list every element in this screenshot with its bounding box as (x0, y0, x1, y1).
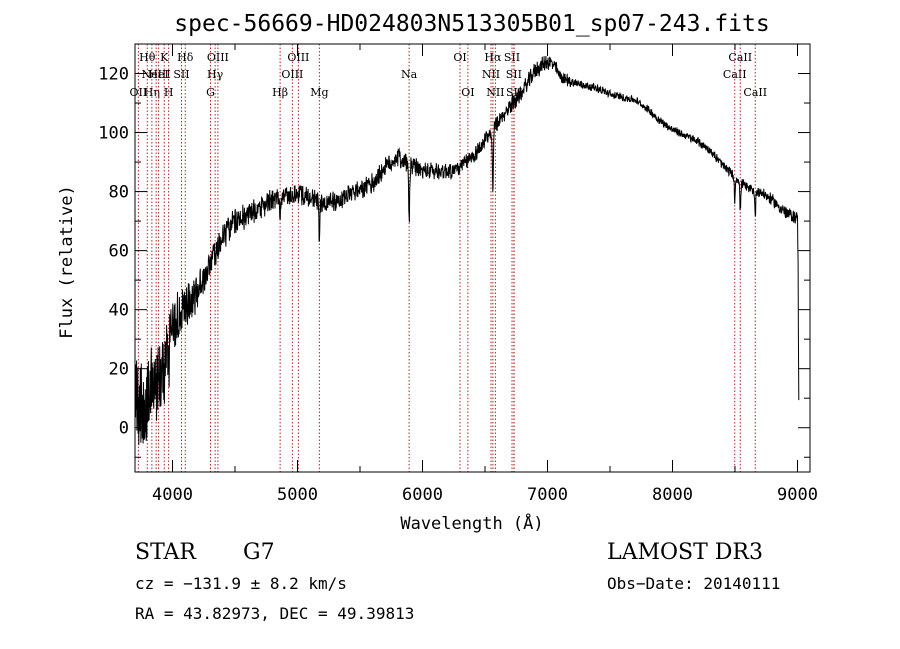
line-marker-label: OIII (281, 68, 303, 81)
x-tick-label: 9000 (777, 485, 818, 505)
line-marker-label: Na (401, 68, 418, 81)
y-tick-label: 40 (109, 301, 129, 321)
line-marker-label: CaII (728, 51, 752, 64)
line-marker-label: Hα (484, 51, 502, 64)
redshift-velocity: cz = −131.9 ± 8.2 km/s (135, 574, 347, 593)
line-marker-label: OI (461, 86, 474, 99)
line-marker-label: H (164, 86, 174, 99)
line-marker-label: CaII (743, 86, 767, 99)
line-marker-label: CaII (723, 68, 747, 81)
x-tick-label: 4000 (152, 485, 193, 505)
spectrum-line (134, 55, 800, 445)
x-tick-label: 7000 (527, 485, 568, 505)
line-marker-label: OI (453, 51, 466, 64)
line-marker-label: Hδ (177, 51, 194, 64)
line-marker-label: SII (506, 68, 522, 81)
spectrum-series (134, 55, 800, 445)
observation-date: Obs−Date: 20140111 (607, 574, 781, 593)
line-marker-label: SII (173, 68, 189, 81)
chart-title: spec-56669-HD024803N513305B01_sp07-243.f… (174, 11, 769, 37)
line-marker-label: NeIII (142, 68, 171, 81)
survey-name: LAMOST DR3 (607, 540, 763, 565)
axes: 4000 5000 6000 7000 8000 9000 0 20 40 60 80 100 120 (98, 44, 818, 505)
line-marker-label: Hθ (139, 51, 156, 64)
line-marker-label: HeI (148, 68, 168, 81)
line-marker-label: OII (130, 86, 148, 99)
line-marker-label: OIII (207, 51, 229, 64)
y-tick-label: 20 (109, 360, 129, 380)
x-tick-label: 8000 (652, 485, 693, 505)
line-marker-label: SII (504, 51, 520, 64)
line-marker-label: Mg (310, 86, 328, 99)
plot-frame (134, 43, 811, 473)
line-marker-label: Hβ (272, 86, 288, 99)
subclass: G7 (243, 540, 275, 565)
y-axis-label: Flux (relative) (57, 185, 77, 339)
y-tick-label: 80 (109, 183, 129, 203)
object-class: STAR (135, 540, 196, 565)
line-marker-label: K (160, 51, 169, 64)
line-marker-label: NII (486, 86, 504, 99)
x-tick-label: 5000 (277, 485, 318, 505)
line-marker-label: NII (482, 68, 500, 81)
coordinates: RA = 43.82973, DEC = 49.39813 (135, 604, 415, 623)
y-tick-label: 120 (98, 65, 129, 85)
line-marker-label: Hη (144, 86, 160, 99)
x-tick-label: 6000 (402, 485, 443, 505)
line-marker-label: G (206, 86, 215, 99)
x-axis-label: Wavelength (Å) (400, 512, 543, 534)
y-tick-label: 100 (98, 124, 129, 144)
y-tick-label: 60 (109, 242, 129, 262)
line-marker-label: Hγ (207, 68, 224, 81)
line-marker-label: OIII (287, 51, 309, 64)
y-tick-label: 0 (119, 419, 129, 439)
